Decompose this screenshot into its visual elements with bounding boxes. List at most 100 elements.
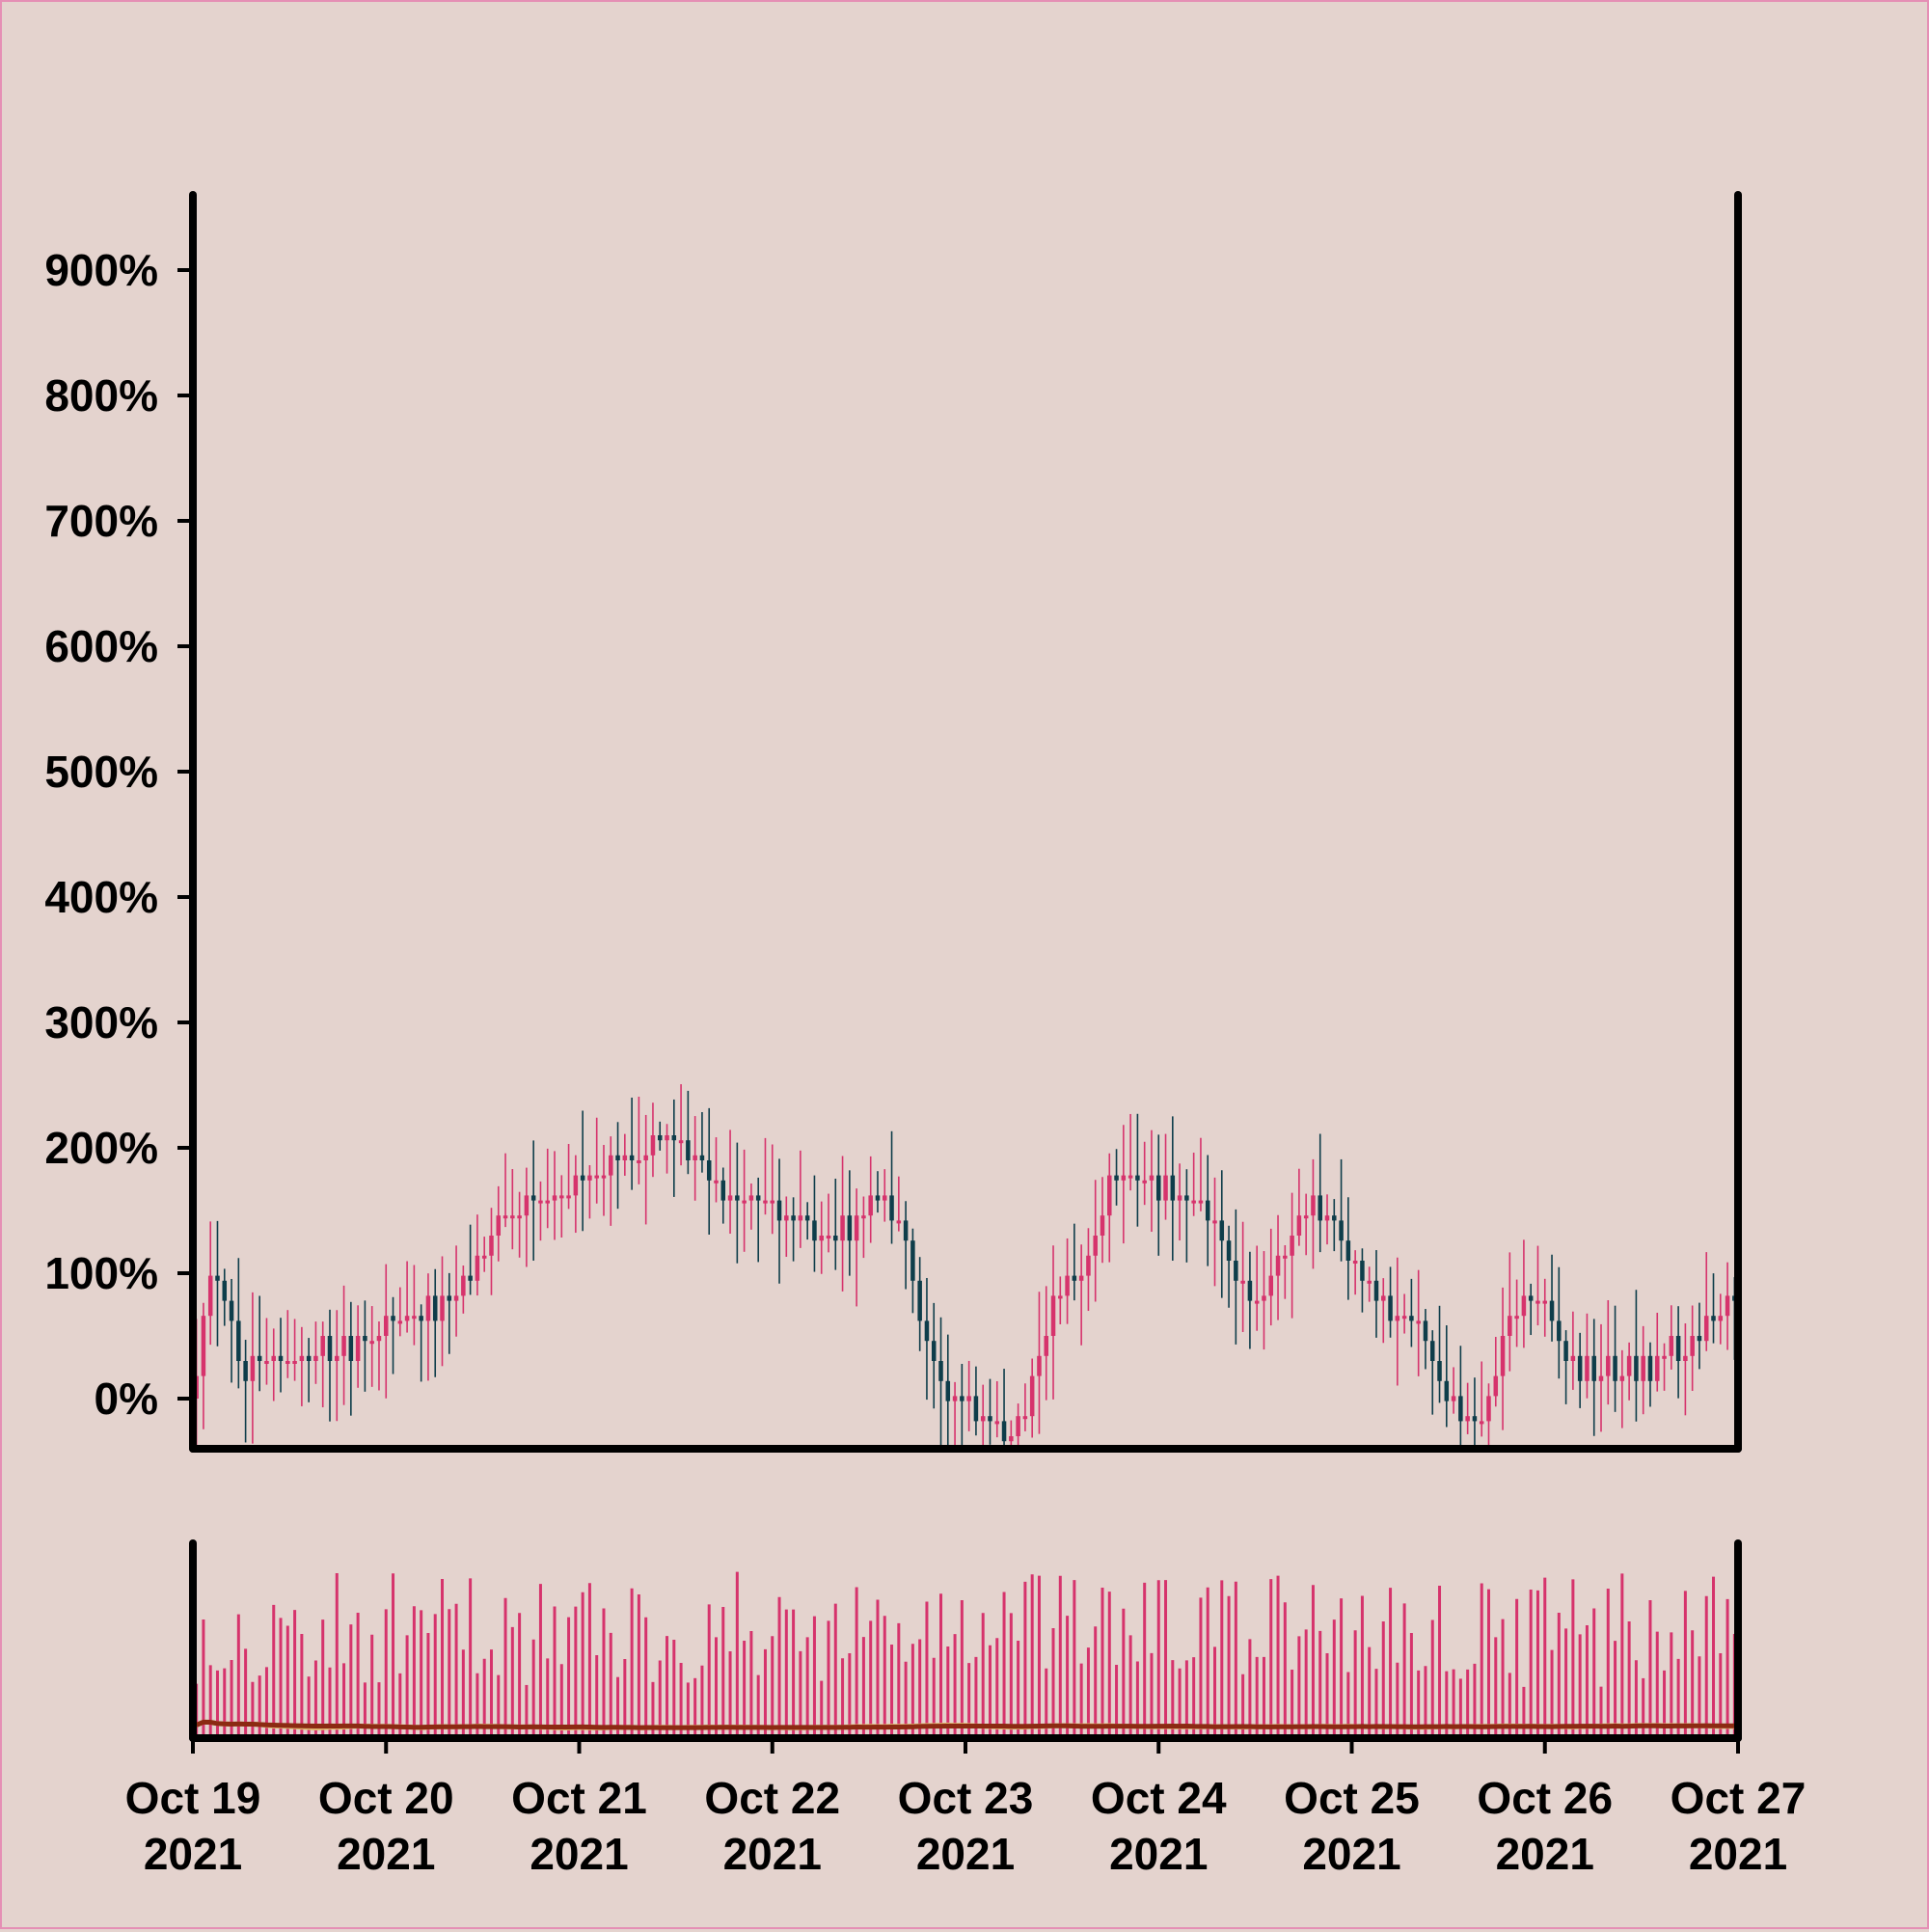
candle-body-93 [847, 1215, 853, 1241]
candle-body-103 [917, 1280, 922, 1321]
candle-body-6 [236, 1320, 241, 1361]
candle-body-100 [896, 1220, 902, 1224]
x-tick-label-line-6-1: 2021 [1302, 1829, 1400, 1879]
candle-body-113 [988, 1416, 992, 1422]
x-tick-label-line-4-1: 2021 [916, 1829, 1015, 1879]
candle-body-144 [1205, 1200, 1210, 1221]
volume-ma-slow-line [195, 1719, 1735, 1730]
x-tick-label-line-6-0: Oct 25 [1284, 1773, 1420, 1823]
candle-body-37 [453, 1295, 459, 1301]
candle-body-28 [391, 1316, 395, 1321]
x-tick-label-line-1-1: 2021 [337, 1829, 435, 1879]
x-tick-label-line-8-0: Oct 27 [1671, 1773, 1807, 1823]
candle-body-19 [327, 1336, 333, 1361]
candle-body-186 [1500, 1336, 1506, 1376]
candle-body-131 [1114, 1175, 1119, 1181]
candle-body-183 [1479, 1421, 1484, 1425]
candle-body-78 [742, 1200, 747, 1204]
candle-body-209 [1662, 1355, 1667, 1359]
candle-body-69 [678, 1140, 684, 1144]
candle-body-72 [699, 1155, 705, 1160]
candle-body-193 [1549, 1300, 1555, 1321]
candle-body-115 [1001, 1421, 1007, 1442]
y-tick-label-8: 800% [44, 370, 158, 421]
candle-body-165 [1352, 1261, 1358, 1264]
candle-body-36 [447, 1295, 452, 1301]
candle-body-40 [475, 1255, 480, 1281]
candle-body-92 [840, 1215, 845, 1241]
candle-body-77 [735, 1195, 740, 1201]
candle-body-137 [1155, 1175, 1161, 1201]
y-tick-label-7: 700% [44, 496, 158, 546]
candle-body-82 [770, 1200, 775, 1204]
candle-body-90 [826, 1236, 831, 1238]
candle-body-57 [594, 1175, 599, 1179]
y-axis: 0% 100% 200% 300% 400% 500% 600% 700% 800% 900% [44, 245, 193, 1424]
candle-body-25 [369, 1341, 374, 1345]
candle-body-169 [1381, 1295, 1386, 1301]
candle-body-49 [538, 1200, 543, 1204]
candle-body-191 [1535, 1300, 1540, 1304]
candle-body-70 [686, 1140, 691, 1160]
candle-body-139 [1170, 1175, 1176, 1201]
candle-body-5 [229, 1300, 234, 1321]
x-tick-label-line-2-1: 2021 [530, 1829, 628, 1879]
candle-body-106 [938, 1361, 943, 1381]
candle-body-50 [545, 1200, 550, 1204]
candle-body-188 [1514, 1316, 1519, 1320]
candle-body-167 [1367, 1280, 1372, 1284]
candle-body-197 [1577, 1355, 1583, 1381]
candle-body-52 [559, 1195, 564, 1199]
candle-body-171 [1395, 1316, 1400, 1321]
candle-body-58 [601, 1175, 607, 1179]
candle-body-10 [264, 1361, 269, 1364]
candle-body-207 [1647, 1355, 1653, 1381]
candle-body-178 [1444, 1380, 1450, 1401]
candle-body-47 [524, 1195, 530, 1216]
candle-body-11 [271, 1355, 276, 1361]
candle-body-184 [1486, 1396, 1491, 1422]
x-tick-label-line-8-1: 2021 [1689, 1829, 1787, 1879]
x-tick-label-line-2-0: Oct 21 [511, 1773, 647, 1823]
candle-body-182 [1472, 1416, 1478, 1422]
candle-body-132 [1121, 1175, 1127, 1181]
candle-body-65 [650, 1135, 656, 1156]
candle-body-130 [1107, 1175, 1112, 1216]
candle-body-94 [854, 1215, 859, 1241]
candle-body-143 [1198, 1200, 1204, 1204]
candle-body-208 [1655, 1355, 1660, 1381]
candle-body-152 [1262, 1295, 1266, 1301]
candle-body-9 [257, 1355, 262, 1361]
candle-body-190 [1528, 1295, 1534, 1301]
candle-body-177 [1437, 1361, 1442, 1381]
candle-body-126 [1078, 1275, 1084, 1281]
candle-body-3 [215, 1275, 220, 1281]
candle-body-163 [1339, 1220, 1344, 1241]
candle-body-145 [1212, 1220, 1217, 1224]
candle-body-23 [355, 1336, 361, 1361]
candle-body-204 [1626, 1355, 1632, 1376]
candle-body-27 [383, 1316, 389, 1336]
x-tick-label-line-3-0: Oct 22 [704, 1773, 840, 1823]
x-tick-label-3: Oct 22 2021 [704, 1773, 840, 1879]
candle-body-129 [1100, 1215, 1105, 1236]
candle-body-17 [313, 1355, 318, 1361]
candle-body-91 [833, 1236, 838, 1241]
candle-body-51 [552, 1195, 557, 1201]
candle-body-15 [299, 1355, 305, 1361]
candle-body-147 [1226, 1240, 1232, 1261]
candle-body-44 [503, 1215, 508, 1219]
candle-body-34 [432, 1295, 438, 1321]
candle-body-206 [1641, 1355, 1645, 1381]
candle-body-170 [1388, 1295, 1393, 1321]
candle-body-162 [1332, 1215, 1337, 1221]
candle-body-205 [1634, 1355, 1639, 1381]
candle-body-101 [903, 1220, 909, 1241]
candle-body-42 [489, 1236, 494, 1256]
candle-body-39 [468, 1275, 473, 1281]
candle-body-38 [461, 1275, 466, 1296]
x-tick-label-6: Oct 25 2021 [1284, 1773, 1420, 1879]
candle-body-133 [1128, 1175, 1133, 1179]
candle-body-87 [804, 1215, 810, 1221]
